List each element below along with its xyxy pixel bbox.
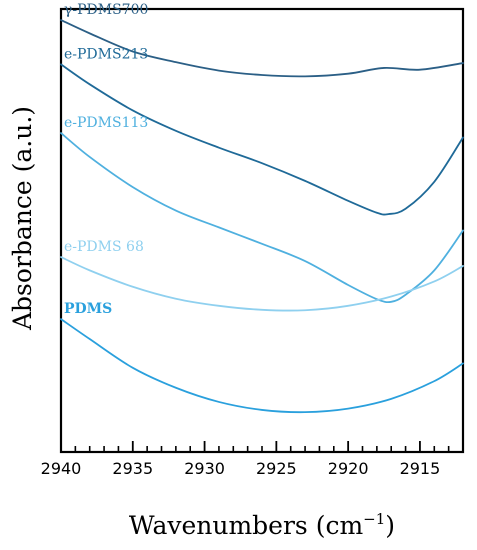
x-axis-ticks — [60, 441, 464, 452]
series-line-1 — [60, 63, 464, 216]
series-label-1: e-PDMS213 — [64, 46, 148, 62]
y-axis-title: Absorbance (a.u.) — [8, 106, 37, 331]
x-tick-label: 2920 — [328, 459, 369, 478]
series-line-0 — [60, 19, 464, 78]
series-line-4 — [60, 318, 464, 414]
series-label-3: e-PDMS 68 — [64, 239, 144, 255]
x-tick-label: 2925 — [256, 459, 297, 478]
series-lines — [60, 19, 464, 414]
x-axis-title: Wavenumbers (cm−1) — [129, 510, 395, 540]
series-label-4: PDMS — [64, 301, 112, 317]
series-line-3 — [60, 256, 464, 312]
x-tick-label: 2940 — [41, 459, 82, 478]
series-line-2 — [60, 132, 464, 304]
x-tick-label: 2930 — [184, 459, 225, 478]
series-label-0: γ-PDMS700 — [64, 2, 148, 18]
x-tick-label: 2915 — [400, 459, 441, 478]
series-labels: γ-PDMS700 e-PDMS213 e-PDMS113 e-PDMS 68 PDMS — [64, 2, 148, 317]
x-tick-label: 2935 — [112, 459, 153, 478]
x-axis-tick-labels: 2940 2935 2930 2925 2920 2915 — [41, 459, 441, 478]
series-label-2: e-PDMS113 — [64, 115, 148, 131]
